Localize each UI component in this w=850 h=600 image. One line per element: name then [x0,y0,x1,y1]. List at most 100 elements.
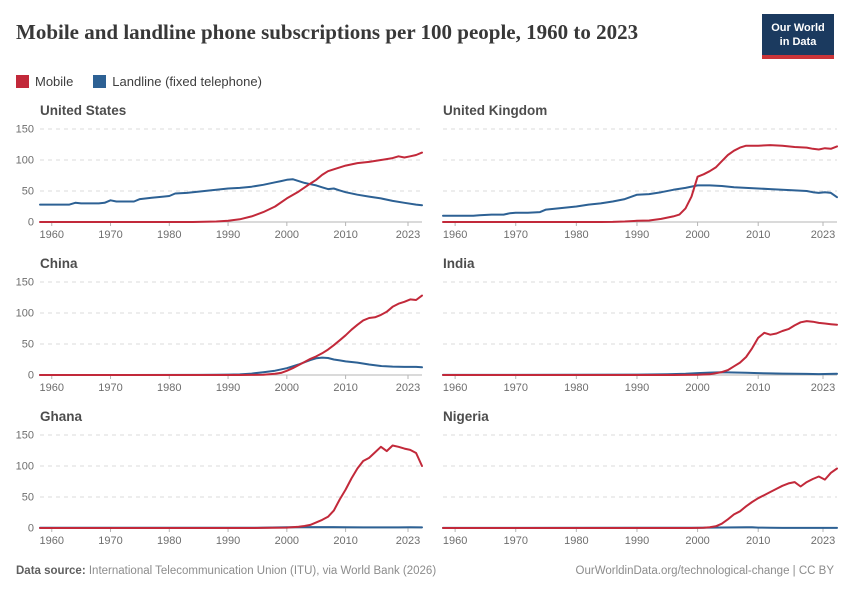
x-tick-label: 1970 [503,229,527,241]
legend-item-mobile[interactable]: Mobile [16,74,73,89]
footer: Data source: International Telecommunica… [10,565,840,577]
x-tick-label: 2010 [746,229,770,241]
y-tick-label: 100 [16,460,34,472]
panel-title-united-kingdom: United Kingdom [443,102,548,118]
y-tick-label: 50 [22,338,34,350]
panel-title-ghana: Ghana [40,408,83,424]
x-tick-label: 1980 [157,382,181,394]
owid-logo-line1: Our World [771,22,825,34]
x-tick-label: 1990 [625,382,649,394]
panel-title-nigeria: Nigeria [443,408,489,424]
x-tick-label: 1960 [40,229,64,241]
series-line-mobile[interactable] [442,319,838,376]
owid-logo: Our World in Data [762,14,834,59]
chart-title: Mobile and landline phone subscriptions … [16,20,639,44]
x-tick-label: 2010 [746,382,770,394]
x-tick-label: 1980 [564,382,588,394]
panel-chart-ghana: 0 50 100 150 1960 1970 1980 1990 2000 2010 2023 [16,429,423,547]
x-tick-label: 2000 [685,382,709,394]
legend-swatch-icon [16,74,29,88]
x-tick-label: 2023 [396,382,420,394]
panels-grid: United States 0 50 100 150 1960 1970 1980 1990 20… [10,99,840,553]
data-source-label: Data source: [16,564,86,577]
data-source-text: International Telecommunication Union (I… [85,564,437,577]
panel-united-kingdom: United Kingdom 1960 1970 1980 1990 2000 2010 20… [425,99,840,247]
x-tick-label: 2010 [333,229,357,241]
legend-swatch-icon [93,74,107,88]
x-tick-label: 1970 [503,382,527,394]
x-tick-label: 2000 [685,535,709,547]
y-tick-label: 0 [28,522,34,534]
series-line-landline-fixed-telephone[interactable] [39,356,423,376]
x-tick-label: 1990 [216,382,240,394]
series-line-mobile[interactable] [442,143,838,223]
x-tick-label: 1980 [157,229,181,241]
y-tick-label: 100 [16,154,34,166]
x-tick-label: 2010 [746,535,770,547]
panel-title-united-states: United States [40,102,127,118]
footer-link[interactable]: OurWorldinData.org/technological-change … [575,564,834,577]
panel-chart-china: 0 50 100 150 1960 1970 1980 1990 2000 2010 2023 [16,276,423,394]
x-tick-label: 1980 [157,535,181,547]
x-tick-label: 1960 [443,535,467,547]
series-line-mobile[interactable] [442,467,838,529]
x-tick-label: 2000 [275,229,299,241]
series-line-mobile[interactable] [39,444,423,529]
y-tick-label: 100 [16,307,34,319]
legend-label: Landline (fixed telephone) [112,73,262,89]
x-tick-label: 2023 [811,229,835,241]
y-tick-label: 0 [28,369,34,381]
panel-chart-united-states: 0 50 100 150 1960 1970 1980 1990 2000 2010 2023 [16,123,423,241]
panel-title-china: China [40,255,78,271]
panel-chart-united-kingdom: 1960 1970 1980 1990 2000 2010 2023 [442,128,838,241]
x-tick-label: 1970 [98,382,122,394]
series-line-mobile[interactable] [39,151,423,223]
panel-united-states: United States 0 50 100 150 1960 1970 1980 1990 20… [10,99,425,247]
x-tick-label: 2010 [333,382,357,394]
x-tick-label: 1960 [443,382,467,394]
y-tick-label: 150 [16,276,34,288]
header: Mobile and landline phone subscriptions … [10,10,840,59]
x-tick-label: 2023 [811,535,835,547]
panel-china: China 0 50 100 150 1960 1970 1980 1990 2000 2010 20… [10,252,425,400]
x-tick-label: 1970 [98,535,122,547]
x-tick-label: 1970 [98,229,122,241]
series-line-landline-fixed-telephone[interactable] [442,183,838,217]
legend-label: Mobile [35,73,74,89]
panel-ghana: Ghana 0 50 100 150 1960 1970 1980 1990 2000 2010 20… [10,405,425,553]
series-line-landline-fixed-telephone[interactable] [39,177,423,206]
legend-item-landline-fixed-telephone[interactable]: Landline (fixed telephone) [93,74,262,89]
data-source: Data source: International Telecommunica… [16,565,436,577]
x-tick-label: 2023 [396,229,420,241]
y-tick-label: 50 [22,185,34,197]
panel-india: India 1960 1970 1980 1990 2000 2010 2023 [425,252,840,400]
y-tick-label: 150 [16,429,34,441]
owid-logo-line2: in Data [779,36,817,49]
series-line-mobile[interactable] [39,294,423,376]
x-tick-label: 1990 [625,535,649,547]
x-tick-label: 1980 [564,229,588,241]
x-tick-label: 2023 [811,382,835,394]
panel-chart-india: 1960 1970 1980 1990 2000 2010 2023 [442,281,838,394]
x-tick-label: 1960 [443,229,467,241]
x-tick-label: 2023 [396,535,420,547]
x-tick-label: 1980 [564,535,588,547]
x-tick-label: 1960 [40,382,64,394]
panel-nigeria: Nigeria 1960 1970 1980 1990 2000 2010 2023 [425,405,840,553]
x-tick-label: 1990 [625,229,649,241]
y-tick-label: 0 [28,216,34,228]
panel-title-india: India [443,255,475,271]
panel-chart-nigeria: 1960 1970 1980 1990 2000 2010 2023 [442,434,838,547]
x-tick-label: 2000 [275,382,299,394]
x-tick-label: 1990 [216,229,240,241]
x-tick-label: 2010 [333,535,357,547]
x-tick-label: 1970 [503,535,527,547]
x-tick-label: 1960 [40,535,64,547]
legend: Mobile Landline (fixed telephone) [10,74,840,89]
x-tick-label: 1990 [216,535,240,547]
x-tick-label: 2000 [685,229,709,241]
x-tick-label: 2000 [275,535,299,547]
y-tick-label: 150 [16,123,34,135]
y-tick-label: 50 [22,491,34,503]
